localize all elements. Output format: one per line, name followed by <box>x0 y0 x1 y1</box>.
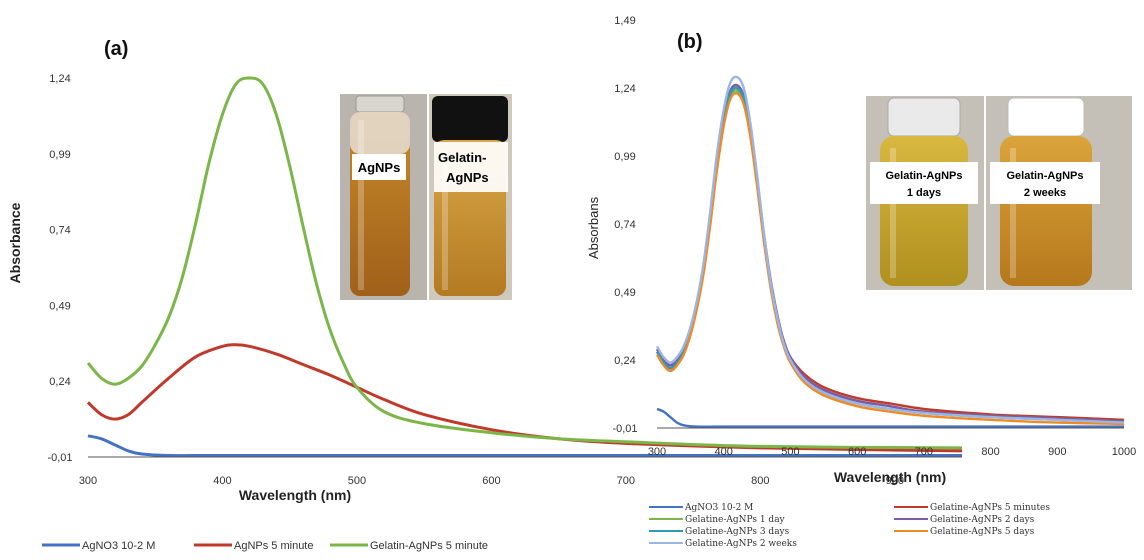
legend-entry: Gelatine-AgNPs 2 days <box>930 515 1035 525</box>
legend-entry: Gelatine-AgNPs 3 days <box>685 527 790 537</box>
panel-b-legend: AgNO3 10-2 M Gelatine-AgNPs 5 minutes Gela… <box>649 503 1050 549</box>
x-tick-label: 600 <box>482 475 500 487</box>
panel-b-photo-label-2-line1: Gelatin-AgNPs <box>1006 170 1083 182</box>
legend-entry: Gelatine-AgNPs 2 weeks <box>685 539 797 549</box>
series-line <box>656 407 1124 428</box>
panel-b-series-group <box>655 75 1125 428</box>
panel-a-photo-label-gelatin-line2: AgNPs <box>446 170 489 185</box>
panel-b-photo-label-1-line1: Gelatin-AgNPs <box>885 170 962 182</box>
y-tick-label: 0,99 <box>49 149 70 161</box>
panel-a-y-axis-label: Absorbance <box>7 202 23 283</box>
y-tick-label: 0,74 <box>614 219 635 231</box>
panel-a-legend: AgNO3 10-2 M AgNPs 5 minute Gelatin-AgNPs … <box>42 540 488 552</box>
panel-b-y-axis-label: Absorbans <box>586 196 601 259</box>
panel-a-y-ticks: -0,01 0,24 0,49 0,74 0,99 1,24 <box>47 73 72 464</box>
y-tick-label: 0,49 <box>49 300 70 312</box>
y-tick-label: -0,01 <box>612 423 637 435</box>
x-tick-label: 400 <box>213 475 231 487</box>
x-tick-label: 800 <box>751 475 769 487</box>
series-line <box>655 91 1125 426</box>
x-tick-label: 800 <box>981 446 999 458</box>
series-line <box>655 75 1125 424</box>
y-tick-label: 0,74 <box>49 225 70 237</box>
panel-b-chart: 300 400 500 600 700 800 900 1000 -0,01 0,24 0,49 0… <box>586 15 1136 549</box>
x-tick-label: 600 <box>848 446 866 458</box>
panel-b-y-ticks: -0,01 0,24 0,49 0,74 0,99 1,24 1,49 <box>612 15 637 435</box>
panel-a-x-axis-label: Wavelength (nm) <box>239 487 351 503</box>
panel-a-x-ticks: 300 400 500 600 700 800 900 <box>79 475 904 487</box>
y-tick-label: 0,24 <box>49 376 70 388</box>
panel-a-chart: 300 400 500 600 700 800 900 -0,01 0,24 0,49 0,74 0… <box>7 38 963 552</box>
x-tick-label: 300 <box>79 475 97 487</box>
panel-a-photo-label-agnps: AgNPs <box>358 160 401 175</box>
legend-entry: AgNO3 10-2 M <box>82 540 155 552</box>
x-tick-label: 700 <box>915 446 933 458</box>
x-tick-label: 500 <box>348 475 366 487</box>
legend-entry: AgNO3 10-2 M <box>684 503 753 513</box>
y-tick-label: 0,24 <box>614 355 635 367</box>
y-tick-label: 1,24 <box>614 83 635 95</box>
panel-b-photo-label-2-line2: 2 weeks <box>1024 187 1066 199</box>
x-tick-label: 500 <box>781 446 799 458</box>
panel-b-vial-photo: Gelatin-AgNPs 1 days Gelatin-AgNPs 2 wee… <box>866 96 1132 290</box>
legend-entry: Gelatin-AgNPs 5 minute <box>370 540 488 552</box>
x-tick-label: 900 <box>1048 446 1066 458</box>
legend-entry: AgNPs 5 minute <box>234 540 313 552</box>
panel-a-vial-photo: AgNPs Gelatin- AgNPs <box>340 94 512 300</box>
x-tick-label: 900 <box>886 475 904 487</box>
panel-a-photo-label-gelatin-line1: Gelatin- <box>438 150 486 165</box>
x-tick-label: 700 <box>617 475 635 487</box>
legend-entry: Gelatine-AgNPs 5 days <box>930 527 1035 537</box>
y-tick-label: 0,49 <box>614 287 635 299</box>
y-tick-label: -0,01 <box>47 452 72 464</box>
y-tick-label: 1,24 <box>49 73 70 85</box>
x-tick-label: 400 <box>715 446 733 458</box>
panel-b-x-axis-label: Wavelength (nm) <box>834 469 946 485</box>
panel-a-series-group <box>86 76 963 458</box>
panel-b-label: (b) <box>677 31 703 53</box>
legend-entry: Gelatine-AgNPs 5 minutes <box>930 503 1050 513</box>
x-tick-label: 300 <box>648 446 666 458</box>
y-tick-label: 0,99 <box>614 151 635 163</box>
panel-b-x-ticks: 300 400 500 600 700 800 900 1000 <box>648 446 1136 458</box>
x-tick-label: 1000 <box>1112 446 1136 458</box>
series-line <box>86 76 963 450</box>
panel-b-photo-label-1-line2: 1 days <box>907 187 941 199</box>
series-line <box>87 434 962 458</box>
legend-entry: Gelatine-AgNPs 1 day <box>685 515 786 525</box>
panel-a-label: (a) <box>104 38 128 60</box>
y-tick-label: 1,49 <box>614 15 635 27</box>
